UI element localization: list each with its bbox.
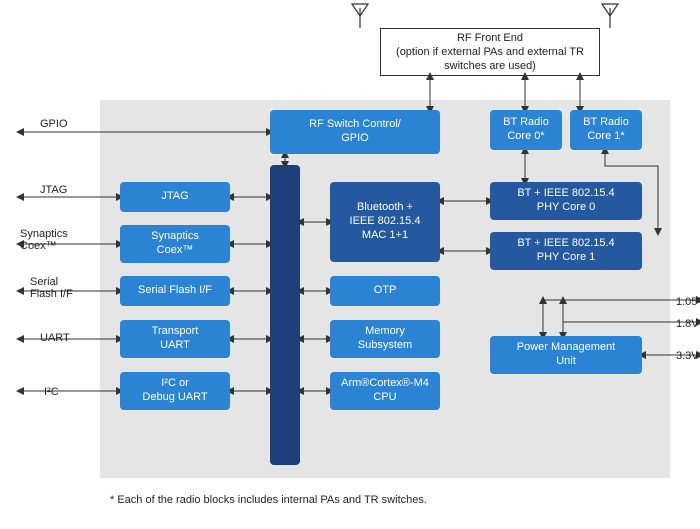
block-phy0-line0: BT + IEEE 802.15.4 — [517, 187, 614, 201]
block-rf_switch-line0: RF Switch Control/ — [309, 118, 401, 132]
block-bt_core0-line0: BT Radio — [503, 116, 549, 130]
block-otp-line0: OTP — [374, 284, 397, 298]
block-i2c-line1: Debug UART — [142, 391, 207, 405]
block-uart-line0: Transport — [152, 325, 199, 339]
block-rf_switch-line1: GPIO — [341, 132, 369, 146]
ext-label-syn_coex: SynapticsCoex™ — [20, 228, 68, 252]
block-phy1-line1: PHY Core 1 — [537, 251, 596, 265]
block-phy1-line0: BT + IEEE 802.15.4 — [517, 237, 614, 251]
block-phy0: BT + IEEE 802.15.4PHY Core 0 — [490, 182, 642, 220]
block-cpu: Arm®Cortex®-M4CPU — [330, 372, 440, 410]
antenna-icon-1 — [602, 4, 618, 28]
block-cpu-line0: Arm®Cortex®-M4 — [341, 377, 429, 391]
block-i2c-line0: I²C or — [161, 377, 189, 391]
block-bt_core1-line0: BT Radio — [583, 116, 629, 130]
ext-label-i2c: I²C — [44, 386, 59, 398]
rf-front-end-title: RF Front End — [387, 31, 593, 45]
block-uart-line1: UART — [160, 339, 190, 353]
block-uart: TransportUART — [120, 320, 230, 358]
block-rf_switch: RF Switch Control/GPIO — [270, 110, 440, 154]
block-bt_mac-line0: Bluetooth + — [357, 201, 413, 215]
ext-label-jtag: JTAG — [40, 184, 67, 196]
ext-label-serial: SerialFlash I/F — [30, 276, 73, 300]
block-jtag: JTAG — [120, 182, 230, 212]
block-syn_coex-line1: Coex™ — [157, 244, 194, 258]
block-bt_mac: Bluetooth +IEEE 802.15.4MAC 1+1 — [330, 182, 440, 262]
footnote: * Each of the radio blocks includes inte… — [110, 494, 427, 506]
block-mem-line0: Memory — [365, 325, 405, 339]
block-bt_core1: BT RadioCore 1* — [570, 110, 642, 150]
block-otp: OTP — [330, 276, 440, 306]
ext-label-v105: 1.05V — [676, 296, 700, 308]
block-jtag-line0: JTAG — [161, 190, 188, 204]
block-mem-line1: Subsystem — [358, 339, 412, 353]
ext-label-v33: 3.3V — [676, 350, 699, 362]
block-pmu-line0: Power Management — [517, 341, 615, 355]
block-cpu-line1: CPU — [373, 391, 396, 405]
block-serial_flash-line0: Serial Flash I/F — [138, 284, 212, 298]
block-bt_mac-line2: MAC 1+1 — [362, 229, 408, 243]
block-phy0-line1: PHY Core 0 — [537, 201, 596, 215]
block-phy1: BT + IEEE 802.15.4PHY Core 1 — [490, 232, 642, 270]
rf-front-end-subtitle: (option if external PAs and external TR … — [387, 45, 593, 74]
block-syn_coex: SynapticsCoex™ — [120, 225, 230, 263]
block-pmu-line1: Unit — [556, 355, 576, 369]
ext-label-uart: UART — [40, 332, 70, 344]
block-bt_core1-line1: Core 1* — [587, 130, 624, 144]
block-mem: MemorySubsystem — [330, 320, 440, 358]
block-pmu: Power ManagementUnit — [490, 336, 642, 374]
ext-label-v18: 1.8V — [676, 318, 699, 330]
rf-front-end-box: RF Front End (option if external PAs and… — [380, 28, 600, 76]
ext-label-gpio: GPIO — [40, 118, 68, 130]
block-i2c: I²C orDebug UART — [120, 372, 230, 410]
block-internal_bus — [270, 165, 300, 465]
antenna-icon-0 — [352, 4, 368, 28]
block-serial_flash: Serial Flash I/F — [120, 276, 230, 306]
block-bt_core0-line1: Core 0* — [507, 130, 544, 144]
block-bt_core0: BT RadioCore 0* — [490, 110, 562, 150]
block-bt_mac-line1: IEEE 802.15.4 — [350, 215, 421, 229]
block-syn_coex-line0: Synaptics — [151, 230, 199, 244]
